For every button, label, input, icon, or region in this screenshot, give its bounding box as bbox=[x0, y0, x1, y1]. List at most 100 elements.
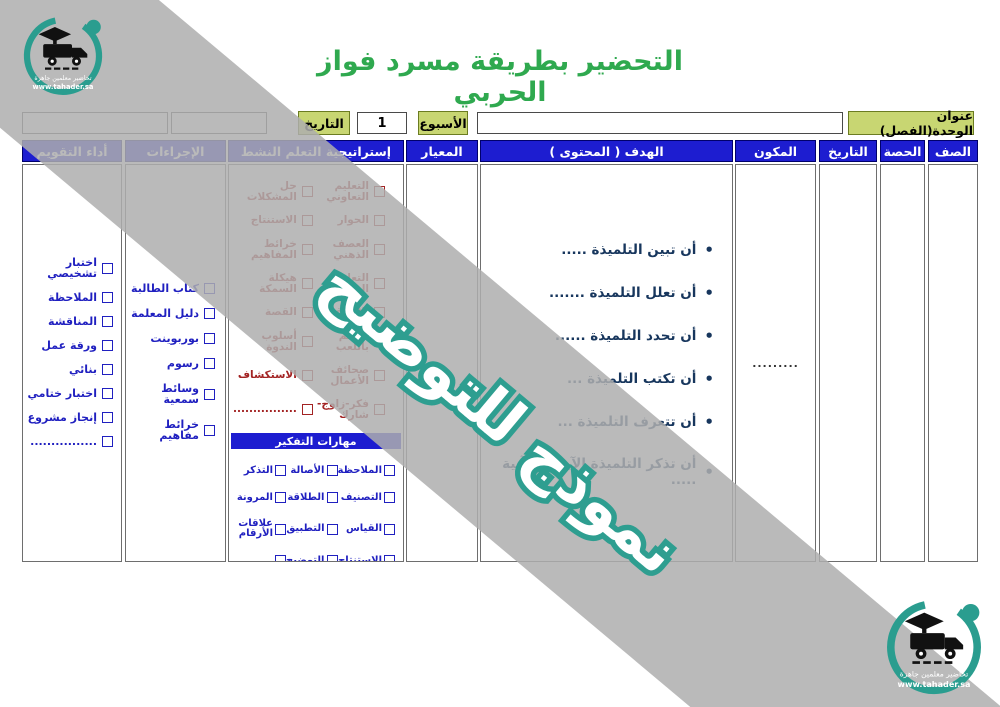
checkbox-icon[interactable] bbox=[301, 215, 313, 226]
checkbox-icon[interactable] bbox=[275, 523, 286, 535]
week-value-field[interactable]: 1 bbox=[357, 112, 407, 134]
checkbox-icon[interactable] bbox=[374, 278, 385, 289]
procedure-item[interactable]: وسائط سمعية bbox=[130, 383, 215, 405]
thinking-skill-item[interactable]: التصنيف bbox=[338, 492, 395, 503]
unit-title-field[interactable] bbox=[477, 112, 843, 134]
checkbox-icon[interactable] bbox=[374, 336, 385, 347]
checkbox-icon[interactable] bbox=[102, 262, 113, 274]
procedure-item[interactable]: دليل المعلمة bbox=[130, 308, 215, 319]
checkbox-icon[interactable] bbox=[301, 186, 313, 197]
procedure-item[interactable]: كتاب الطالبة bbox=[130, 283, 215, 294]
strategy-item[interactable]: الاستنتاج bbox=[233, 215, 313, 226]
extra-field-1[interactable] bbox=[22, 112, 168, 134]
checkbox-icon[interactable] bbox=[301, 244, 313, 255]
procedure-item[interactable]: بوربوينت bbox=[130, 333, 215, 344]
checkbox-icon[interactable] bbox=[384, 523, 395, 535]
evaluation-item[interactable]: الملاحظة bbox=[27, 292, 113, 303]
evaluation-item[interactable]: إنجاز مشروع bbox=[27, 412, 113, 423]
strategy-item[interactable]: الحوار bbox=[313, 215, 385, 226]
checkbox-icon[interactable] bbox=[301, 336, 313, 347]
class-cell[interactable] bbox=[928, 164, 978, 562]
bullet-icon: • bbox=[704, 327, 714, 345]
checkbox-icon[interactable] bbox=[326, 523, 338, 535]
strategy-item[interactable]: الاستكشاف bbox=[233, 365, 313, 386]
checkbox-icon[interactable] bbox=[374, 307, 385, 318]
component-cell[interactable]: ......... bbox=[735, 164, 816, 562]
thinking-skill-item[interactable]: التذكر bbox=[233, 465, 286, 476]
strategy-item[interactable]: الاستقصاء bbox=[313, 307, 385, 318]
checkbox-icon[interactable] bbox=[102, 364, 113, 375]
checkbox-icon[interactable] bbox=[301, 307, 313, 318]
checkbox-icon[interactable] bbox=[204, 333, 215, 344]
checkbox-icon[interactable] bbox=[102, 388, 113, 399]
strategy-item[interactable]: صحائف الأعمال bbox=[313, 365, 385, 386]
strategy-item[interactable]: أسلوب الندوة bbox=[233, 331, 313, 352]
evaluation-item[interactable]: اختبار ختامي bbox=[27, 388, 113, 399]
checkbox-icon[interactable] bbox=[374, 186, 385, 197]
procedure-item[interactable]: خرائط مفاهيم bbox=[130, 419, 215, 441]
checkbox-icon[interactable] bbox=[384, 492, 395, 503]
thinking-skill-item[interactable]: الملاحظة bbox=[338, 465, 395, 476]
thinking-skill-item[interactable]: القياس bbox=[338, 519, 395, 539]
thinking-skill-item[interactable]: علاقات الأرقام bbox=[233, 519, 286, 539]
checkbox-icon[interactable] bbox=[275, 465, 286, 476]
thinking-skill-item[interactable]: المرونة bbox=[233, 492, 286, 503]
checkbox-icon[interactable] bbox=[326, 492, 338, 503]
checkbox-icon[interactable] bbox=[204, 358, 215, 369]
objective-item-label: أن تحدد التلميذة ...... bbox=[554, 327, 697, 344]
checkbox-icon[interactable] bbox=[374, 244, 385, 255]
checkbox-icon[interactable] bbox=[326, 465, 338, 476]
strategy-item-label: أسلوب الندوة bbox=[261, 330, 297, 353]
evaluation-item[interactable]: المناقشة bbox=[27, 316, 113, 327]
strategy-item[interactable]: التعلم باللعب bbox=[313, 331, 385, 352]
checkbox-icon[interactable] bbox=[204, 308, 215, 319]
checkbox-icon[interactable] bbox=[384, 555, 395, 561]
checkbox-icon[interactable] bbox=[102, 292, 113, 303]
checkbox-icon[interactable] bbox=[102, 340, 113, 351]
evaluation-item[interactable]: ورقة عمل bbox=[27, 340, 113, 351]
checkbox-icon[interactable] bbox=[204, 388, 215, 400]
strategy-item-label: ................ bbox=[233, 403, 297, 416]
period-cell[interactable] bbox=[880, 164, 925, 562]
checkbox-icon[interactable] bbox=[102, 412, 113, 423]
criterion-cell[interactable] bbox=[406, 164, 478, 562]
evaluation-item[interactable]: ................ bbox=[27, 436, 113, 447]
evaluation-item[interactable]: اختبار تشخيصي bbox=[27, 257, 113, 279]
checkbox-icon[interactable] bbox=[374, 215, 385, 226]
date-value-field[interactable] bbox=[171, 112, 267, 134]
strategy-item[interactable]: فكر-زاوج-شارك bbox=[313, 399, 385, 420]
procedure-item[interactable]: رسوم bbox=[130, 358, 215, 369]
date-cell[interactable] bbox=[819, 164, 877, 562]
thinking-skill-item[interactable]: التوضيح bbox=[286, 555, 338, 561]
thinking-skill-item[interactable]: الأصالة bbox=[286, 465, 338, 476]
thinking-skill-item[interactable]: ......... bbox=[233, 555, 286, 561]
checkbox-icon[interactable] bbox=[301, 370, 313, 381]
checkbox-icon[interactable] bbox=[384, 465, 395, 476]
evaluation-item[interactable]: بنائي bbox=[27, 364, 113, 375]
strategy-item[interactable]: هيكلة السمكة bbox=[233, 273, 313, 294]
strategy-item[interactable]: التعلم الجماعي bbox=[313, 273, 385, 294]
checkbox-icon[interactable] bbox=[301, 404, 313, 415]
checkbox-icon[interactable] bbox=[204, 283, 215, 294]
checkbox-icon[interactable] bbox=[102, 316, 113, 327]
strategy-item[interactable]: ................ bbox=[233, 399, 313, 420]
thinking-skill-item[interactable]: الطلاقة bbox=[286, 492, 338, 503]
checkbox-icon[interactable] bbox=[374, 370, 385, 381]
strategy-item[interactable]: التعليم التعاوني bbox=[313, 181, 385, 202]
checkbox-icon[interactable] bbox=[374, 404, 385, 415]
strategy-item[interactable]: العصف الذهني bbox=[313, 239, 385, 260]
thinking-skill-item[interactable]: التطبيق bbox=[286, 519, 338, 539]
checkbox-icon[interactable] bbox=[301, 278, 313, 289]
procedure-item-label: وسائط سمعية bbox=[161, 382, 199, 406]
checkbox-icon[interactable] bbox=[275, 555, 286, 561]
evaluation-item-label: اختبار تشخيصي bbox=[47, 256, 97, 280]
checkbox-icon[interactable] bbox=[275, 492, 286, 503]
checkbox-icon[interactable] bbox=[204, 424, 215, 436]
checkbox-icon[interactable] bbox=[326, 555, 338, 561]
column-header-date: التاريخ bbox=[819, 140, 877, 162]
thinking-skill-item[interactable]: الاستنتاج bbox=[338, 555, 395, 561]
checkbox-icon[interactable] bbox=[102, 436, 113, 447]
strategy-item[interactable]: حل المشكلات bbox=[233, 181, 313, 202]
strategy-item[interactable]: القصة bbox=[233, 307, 313, 318]
strategy-item[interactable]: خرائط المفاهيم bbox=[233, 239, 313, 260]
